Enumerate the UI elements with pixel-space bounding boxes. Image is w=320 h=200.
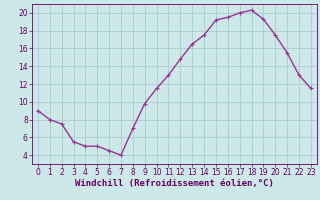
X-axis label: Windchill (Refroidissement éolien,°C): Windchill (Refroidissement éolien,°C) [75, 179, 274, 188]
